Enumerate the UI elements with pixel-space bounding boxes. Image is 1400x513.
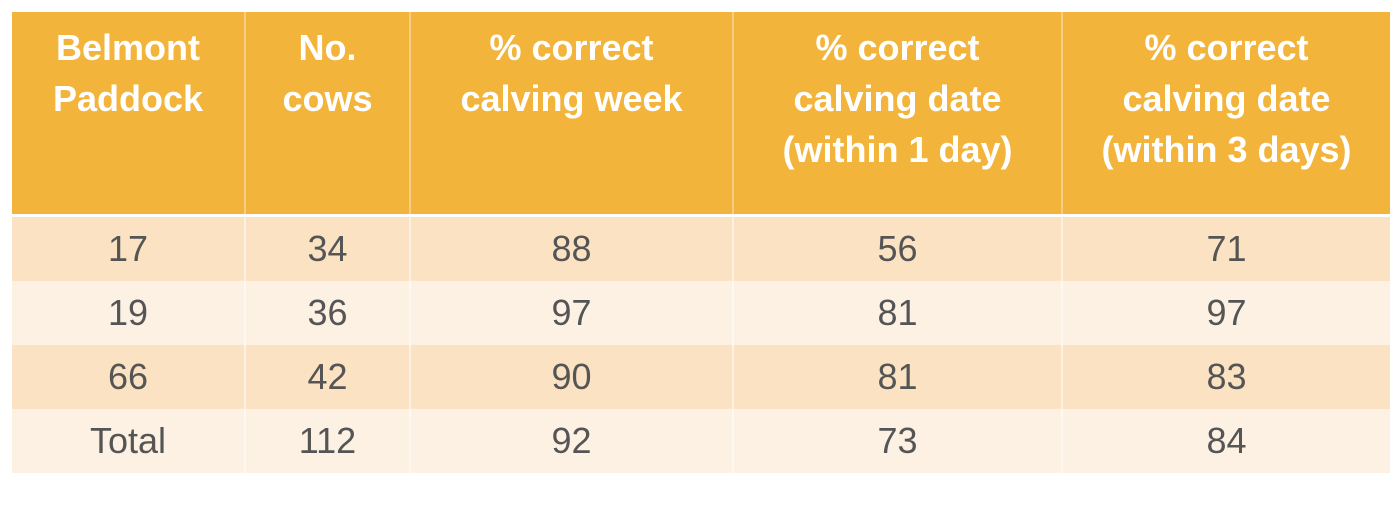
header-text: % correct xyxy=(489,27,654,68)
header-text: No. xyxy=(298,27,357,68)
table-row: Total 112 92 73 84 xyxy=(12,408,1390,473)
table-cell: Total xyxy=(12,408,245,473)
table-cell: 92 xyxy=(409,408,733,473)
header-cell: % correct calving date (within 3 days) xyxy=(1061,12,1390,215)
table-cell: 66 xyxy=(12,344,245,409)
table-cell: 73 xyxy=(732,408,1062,473)
table-cell: 83 xyxy=(1061,344,1390,409)
table-row: 19 36 97 81 97 xyxy=(12,280,1390,345)
table-body: 17 34 88 56 71 19 36 97 81 97 66 42 90 81 83 Total 112 92… xyxy=(12,213,1390,473)
header-text: cows xyxy=(282,78,373,119)
header-text: % correct xyxy=(1144,27,1309,68)
header-cell: % correct calving week xyxy=(409,12,733,215)
header-cell: No. cows xyxy=(244,12,410,215)
header-text: Paddock xyxy=(52,78,204,119)
header-text: (within 3 days) xyxy=(1101,129,1352,170)
table-cell: 71 xyxy=(1061,213,1390,281)
table-cell: 84 xyxy=(1061,408,1390,473)
header-text: calving date xyxy=(793,78,1002,119)
table-row: 17 34 88 56 71 xyxy=(12,213,1390,281)
table-cell: 112 xyxy=(244,408,410,473)
table-cell: 19 xyxy=(12,280,245,345)
header-cell: Belmont Paddock xyxy=(12,12,245,215)
table-cell: 17 xyxy=(12,213,245,281)
header-text: (within 1 day) xyxy=(782,129,1013,170)
header-row: Belmont Paddock No. cows % correct calving we… xyxy=(12,12,1390,215)
table-cell: 88 xyxy=(409,213,733,281)
table-cell: 81 xyxy=(732,280,1062,345)
header-text: % correct xyxy=(815,27,980,68)
table-cell: 42 xyxy=(244,344,410,409)
header-text: calving date xyxy=(1122,78,1331,119)
table-cell: 81 xyxy=(732,344,1062,409)
header-text: calving week xyxy=(460,78,683,119)
results-table: Belmont Paddock No. cows % correct calving we… xyxy=(12,12,1390,473)
table-cell: 90 xyxy=(409,344,733,409)
table-cell: 34 xyxy=(244,213,410,281)
table-cell: 36 xyxy=(244,280,410,345)
table-cell: 97 xyxy=(1061,280,1390,345)
table-row: 66 42 90 81 83 xyxy=(12,344,1390,409)
header-cell: % correct calving date (within 1 day) xyxy=(732,12,1062,215)
table-cell: 56 xyxy=(732,213,1062,281)
table-cell: 97 xyxy=(409,280,733,345)
header-text: Belmont xyxy=(56,27,200,68)
